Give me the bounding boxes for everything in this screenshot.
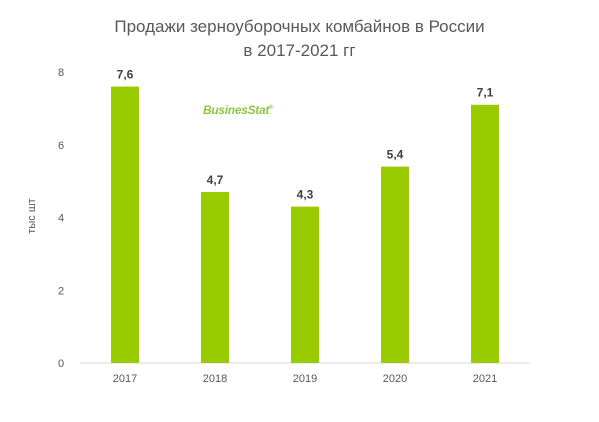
y-tick-label: 8	[58, 67, 64, 79]
y-tick-label: 0	[58, 358, 64, 370]
x-tick-label-2019: 2019	[293, 373, 317, 385]
logo-text: BusinesStat	[203, 103, 270, 117]
data-label-2019: 4,3	[297, 188, 314, 202]
chart-subtitle: в 2017-2021 гг	[243, 41, 356, 60]
chart-title: Продажи зерноуборочных комбайнов в Росси…	[114, 17, 485, 36]
y-tick-label: 2	[58, 285, 64, 297]
bar-2020	[381, 166, 409, 363]
bar-2017	[111, 86, 139, 364]
data-label-2018: 4,7	[207, 173, 224, 187]
bar-2018	[201, 192, 229, 363]
bar-2019	[291, 206, 319, 363]
x-tick-label-2020: 2020	[383, 373, 407, 385]
bar-2021	[471, 104, 499, 364]
data-label-2020: 5,4	[387, 148, 404, 162]
x-tick-label-2017: 2017	[113, 373, 137, 385]
x-tick-label-2018: 2018	[203, 373, 227, 385]
y-tick-label: 6	[58, 140, 64, 152]
data-label-2017: 7,6	[117, 68, 134, 82]
x-tick-label-2021: 2021	[473, 373, 497, 385]
y-tick-label: 4	[58, 213, 64, 225]
data-label-2021: 7,1	[477, 86, 494, 100]
businesstat-logo: BusinesStat®	[203, 103, 274, 117]
